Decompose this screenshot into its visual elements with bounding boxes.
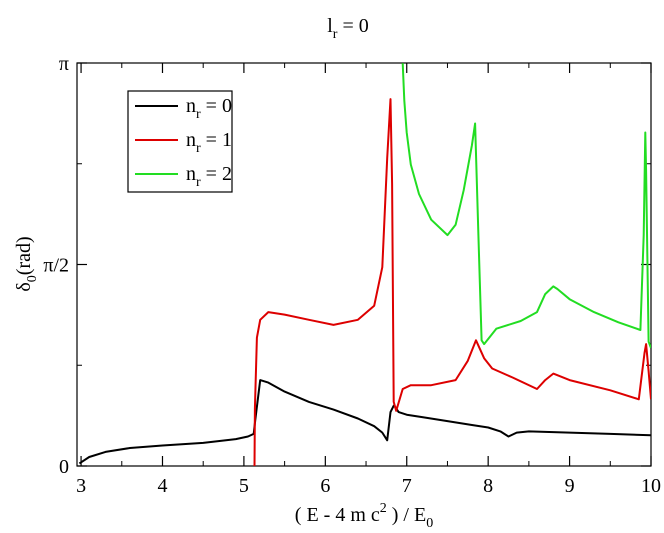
x-axis-label-sup: 2	[380, 501, 387, 516]
x-tick-label-6: 9	[565, 475, 575, 497]
legend-label-1: nr = 1	[186, 129, 232, 156]
y-axis-label: δ0(rad)	[13, 236, 40, 291]
x-tick-label-1: 4	[157, 475, 167, 497]
x-tick-label-3: 6	[320, 475, 330, 497]
legend-label-0-rest: = 0	[201, 95, 232, 117]
legend-box	[127, 90, 233, 193]
y-axis-label-main: δ	[13, 282, 35, 291]
series-line-2	[401, 63, 651, 349]
x-tick-label-2: 5	[239, 475, 249, 497]
y-axis-label-sub: 0	[25, 275, 40, 282]
x-tick-label-4: 7	[402, 475, 412, 497]
y-tick-label-1: π/2	[43, 254, 69, 276]
legend-label-2: nr = 2	[186, 163, 232, 190]
series-line-1	[253, 98, 651, 466]
legend-label-1-sub: r	[196, 141, 201, 156]
series-line-0	[78, 379, 651, 465]
legend-label-2-rest: = 2	[201, 163, 232, 185]
chart-title-sub: r	[333, 27, 338, 42]
x-axis-label-part1: ( E - 4 m c	[295, 504, 380, 526]
x-tick-label-7: 10	[641, 475, 661, 497]
x-tick-label-5: 8	[483, 475, 493, 497]
chart-title-main: l	[327, 15, 333, 37]
x-tick-label-0: 3	[76, 475, 86, 497]
x-axis-label-part2: ) / E	[387, 504, 426, 526]
x-axis-label-sub: 0	[426, 516, 433, 531]
legend-label-0-main: n	[186, 95, 196, 117]
x-axis-label: ( E - 4 m c2 ) / E0	[295, 501, 433, 531]
legend-label-0: nr = 0	[186, 95, 232, 122]
chart-title-rest: = 0	[337, 15, 368, 37]
legend-label-1-main: n	[186, 129, 196, 151]
y-tick-label-0: 0	[59, 456, 69, 478]
legend-label-0-sub: r	[196, 107, 201, 122]
legend-label-2-main: n	[186, 163, 196, 185]
y-axis-label-rest: (rad)	[13, 236, 35, 275]
y-tick-label-2: π	[59, 53, 69, 75]
series-group	[78, 63, 651, 466]
legend-label-2-sub: r	[196, 175, 201, 190]
legend-label-1-rest: = 1	[201, 129, 232, 151]
axis-ticks: 3 4 5 6 7 8 9 10 0 π/2 π	[43, 53, 661, 497]
legend: nr = 0 nr = 1 nr = 2	[127, 90, 233, 193]
chart-title: lr = 0	[327, 15, 369, 42]
